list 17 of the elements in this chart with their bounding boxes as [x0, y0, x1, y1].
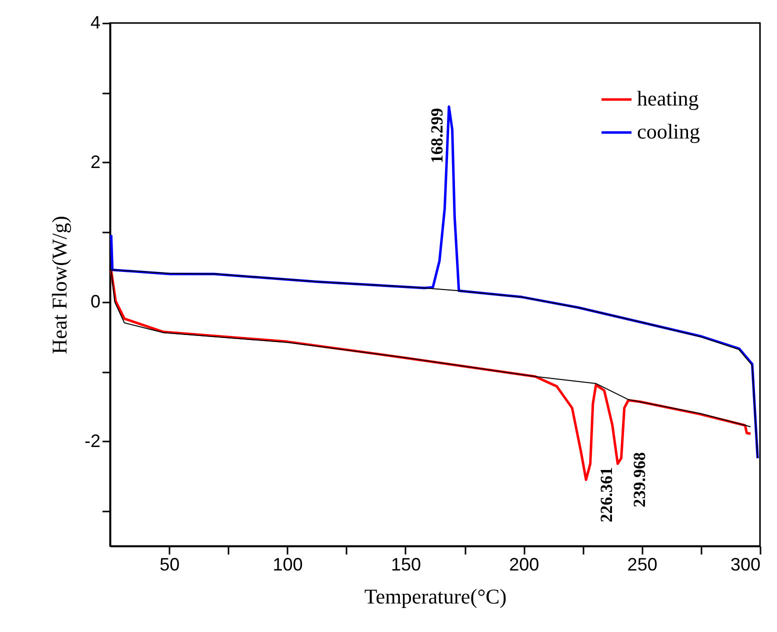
annotation: 168.299: [428, 108, 447, 164]
y-tick-label: -2: [84, 430, 100, 451]
x-tick-label: 250: [627, 554, 658, 574]
x-tick-label: 300: [730, 554, 760, 574]
y-tick-label: 2: [90, 152, 100, 172]
y-axis-title: Heat Flow(W/g): [47, 216, 72, 354]
x-tick-label: 200: [509, 554, 540, 574]
legend-label: cooling: [637, 120, 700, 144]
x-axis-title: Temperature(°C): [364, 584, 507, 608]
legend-label: heating: [637, 86, 700, 110]
annotation: 239.968: [630, 452, 650, 508]
annotation: 226.361: [596, 467, 616, 522]
x-tick-label: 100: [272, 554, 303, 574]
y-tick-label: 0: [90, 291, 100, 312]
y-tick-label: 4: [90, 12, 100, 32]
x-tick-label: 50: [160, 554, 180, 574]
x-tick-label: 150: [390, 554, 421, 574]
